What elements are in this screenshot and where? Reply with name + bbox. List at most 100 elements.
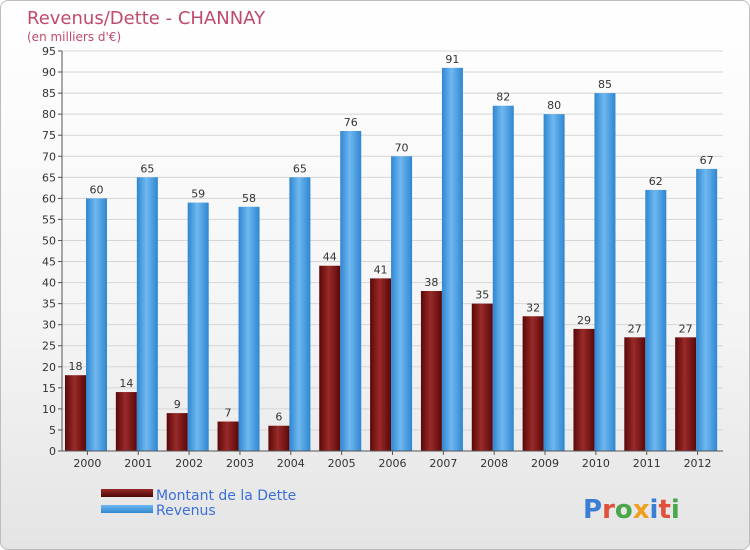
y-tick-label: 5 <box>49 424 56 437</box>
data-label-revenus-2004: 65 <box>293 162 307 175</box>
data-label-debt-2005: 44 <box>323 251 337 264</box>
x-tick-label: 2002 <box>175 457 203 470</box>
bar-debt-2005 <box>319 265 341 451</box>
y-tick-label: 25 <box>42 340 56 353</box>
y-tick-label: 95 <box>42 45 56 58</box>
data-label-revenus-2005: 76 <box>344 116 358 129</box>
data-label-debt-2002: 9 <box>174 398 181 411</box>
x-tick-label: 2005 <box>328 457 356 470</box>
data-label-revenus-2011: 62 <box>649 175 663 188</box>
bar-revenus-2004 <box>289 177 311 451</box>
y-tick-label: 90 <box>42 66 56 79</box>
y-tick-label: 65 <box>42 171 56 184</box>
legend-label-revenus: Revenus <box>156 503 216 519</box>
x-tick-label: 2010 <box>582 457 610 470</box>
x-tick-label: 2000 <box>73 457 101 470</box>
x-tick-label: 2006 <box>379 457 407 470</box>
y-tick-label: 80 <box>42 108 56 121</box>
legend-swatch-revenus <box>101 505 153 513</box>
bar-debt-2011 <box>624 337 646 451</box>
x-tick-label: 2004 <box>277 457 305 470</box>
legend: Montant de la Dette Revenus <box>101 488 296 519</box>
data-label-debt-2011: 27 <box>628 322 642 335</box>
logo-text: Proxiti <box>583 495 680 525</box>
chart-title: Revenus/Dette - CHANNAY <box>27 8 266 29</box>
axes <box>61 51 723 452</box>
bar-revenus-2010 <box>594 93 616 452</box>
x-axis-ticks: 2000 2001 2002 2003 2004 2005 2006 2007 2008 2009… <box>73 451 712 470</box>
data-label-debt-2004: 6 <box>275 411 282 424</box>
bar-revenus-2003 <box>238 206 260 451</box>
data-label-debt-2010: 29 <box>577 314 591 327</box>
data-label-revenus-2003: 58 <box>242 192 256 205</box>
y-tick-label: 10 <box>42 403 56 416</box>
data-label-revenus-2010: 85 <box>598 78 612 91</box>
bars <box>65 67 718 452</box>
y-tick-label: 60 <box>42 192 56 205</box>
data-label-debt-2001: 14 <box>119 377 133 390</box>
y-tick-label: 45 <box>42 256 56 269</box>
bar-debt-2007 <box>420 291 442 451</box>
data-label-debt-2012: 27 <box>679 322 693 335</box>
y-tick-label: 15 <box>42 382 56 395</box>
bar-revenus-2006 <box>391 156 413 451</box>
bar-revenus-2001 <box>136 177 158 451</box>
bar-revenus-2002 <box>187 202 209 451</box>
data-label-debt-2008: 35 <box>475 289 489 302</box>
data-label-debt-2003: 7 <box>225 407 232 420</box>
x-tick-label: 2001 <box>124 457 152 470</box>
data-label-debt-2006: 41 <box>374 263 388 276</box>
bar-revenus-2000 <box>86 198 107 451</box>
bar-revenus-2008 <box>492 105 514 451</box>
data-label-revenus-2007: 91 <box>445 53 459 66</box>
bar-revenus-2012 <box>696 168 718 452</box>
data-label-revenus-2000: 60 <box>90 183 104 196</box>
y-tick-label: 50 <box>42 234 56 247</box>
bar-debt-2006 <box>370 278 392 451</box>
y-tick-label: 35 <box>42 298 56 311</box>
x-tick-label: 2009 <box>531 457 559 470</box>
data-label-debt-2009: 32 <box>526 301 540 314</box>
data-label-revenus-2012: 67 <box>700 154 714 167</box>
bar-revenus-2005 <box>340 131 362 451</box>
y-tick-label: 55 <box>42 213 56 226</box>
x-tick-label: 2007 <box>429 457 457 470</box>
data-labels: 18 60 14 65 9 59 7 58 6 65 44 76 41 70 38 91 35 82 32 80 29 8… <box>69 53 714 424</box>
bar-debt-2004 <box>268 425 290 451</box>
proxiti-logo: Proxiti <box>583 495 680 525</box>
bar-debt-2008 <box>471 303 493 451</box>
legend-label-debt: Montant de la Dette <box>156 488 296 504</box>
bar-debt-2002 <box>166 413 188 451</box>
bar-revenus-2007 <box>441 67 463 451</box>
bar-debt-2009 <box>522 316 544 451</box>
y-tick-label: 20 <box>42 361 56 374</box>
data-label-revenus-2008: 82 <box>496 91 510 104</box>
x-tick-label: 2008 <box>480 457 508 470</box>
chart-subtitle: (en milliers d'€) <box>27 30 121 44</box>
y-tick-label: 0 <box>49 445 56 458</box>
data-label-revenus-2009: 80 <box>547 99 561 112</box>
data-label-revenus-2002: 59 <box>191 188 205 201</box>
data-label-revenus-2006: 70 <box>395 141 409 154</box>
y-tick-label: 75 <box>42 129 56 142</box>
y-tick-label: 40 <box>42 277 56 290</box>
x-tick-label: 2003 <box>226 457 254 470</box>
y-axis-ticks: 0 5 10 15 20 25 30 35 40 45 50 55 60 65 70 75 80 85 90 95 <box>42 45 62 458</box>
data-label-debt-2007: 38 <box>424 276 438 289</box>
bar-revenus-2011 <box>645 189 667 451</box>
x-tick-label: 2011 <box>633 457 661 470</box>
bar-debt-2010 <box>573 328 595 451</box>
data-label-revenus-2001: 65 <box>140 162 154 175</box>
y-tick-label: 30 <box>42 319 56 332</box>
x-tick-label: 2012 <box>684 457 712 470</box>
y-tick-label: 85 <box>42 87 56 100</box>
bar-debt-2001 <box>115 392 137 451</box>
bar-debt-2003 <box>217 421 239 451</box>
bar-debt-2000 <box>65 375 86 451</box>
legend-swatch-debt <box>101 489 153 497</box>
bar-debt-2012 <box>675 337 697 451</box>
y-tick-label: 70 <box>42 150 56 163</box>
data-label-debt-2000: 18 <box>69 360 83 373</box>
